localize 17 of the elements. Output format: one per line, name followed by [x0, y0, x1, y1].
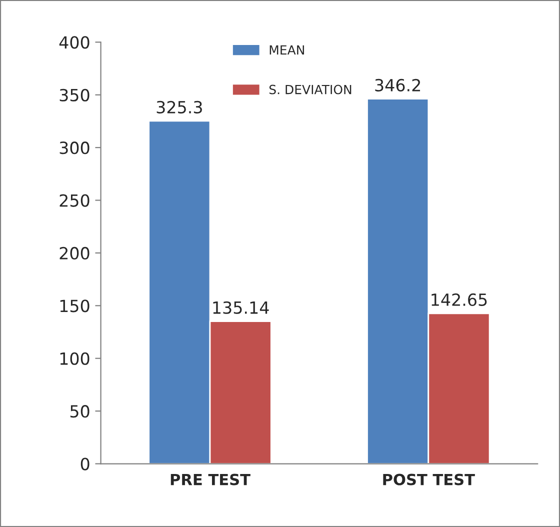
- data-label: 325.3: [156, 100, 202, 114]
- y-tick-label: 150: [60, 300, 90, 312]
- x-tick-label: PRE TEST: [170, 474, 250, 486]
- y-tick-label: 350: [60, 88, 90, 102]
- y-tick-label: 0: [80, 458, 90, 470]
- x-tick-label: POST TEST: [383, 474, 475, 486]
- legend-label: MEAN: [270, 45, 304, 54]
- legend-label: S. DEVIATION: [269, 84, 352, 94]
- y-tick-label: 400: [59, 36, 90, 49]
- data-label: 346.2: [375, 78, 420, 92]
- y-tick-label: 250: [60, 194, 90, 207]
- y-tick-label: 100: [60, 352, 90, 365]
- y-tick-label: 50: [70, 405, 90, 418]
- y-tick-label: 300: [60, 142, 90, 154]
- data-label: 135.14: [213, 301, 269, 314]
- y-tick-label: 200: [60, 246, 90, 260]
- data-label: 142.65: [432, 293, 487, 306]
